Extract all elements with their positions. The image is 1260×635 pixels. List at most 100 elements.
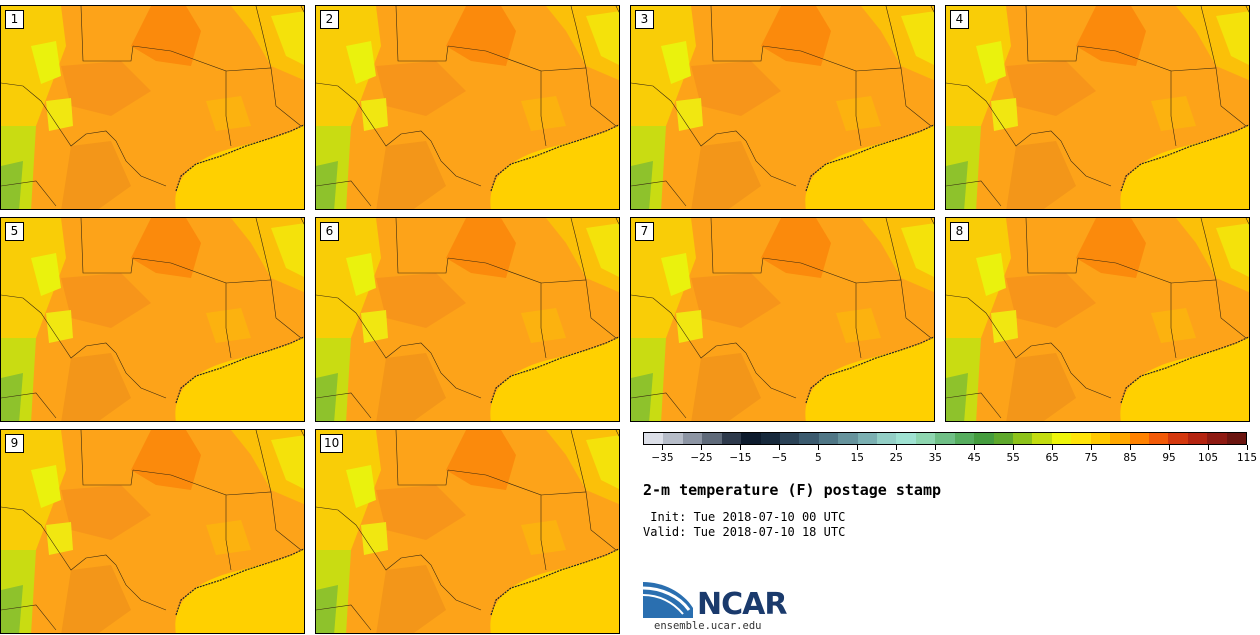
colorbar-swatch <box>663 433 683 444</box>
postage-stamp-map: 9 <box>0 429 305 634</box>
colorbar-swatch <box>1013 433 1033 444</box>
member-number-label: 4 <box>950 10 969 29</box>
colorbar-swatch <box>682 433 703 444</box>
colorbar-tick <box>818 445 820 450</box>
colorbar-tick <box>1169 445 1171 450</box>
colorbar-swatch <box>877 433 897 444</box>
colorbar-swatch <box>702 433 722 444</box>
colorbar-tick <box>1091 445 1093 450</box>
colorbar-tick <box>857 445 859 450</box>
colorbar-tick <box>701 445 703 450</box>
colorbar-tick-label: 95 <box>1162 452 1176 464</box>
ncar-logo-text: NCAR <box>697 587 787 622</box>
colorbar-swatch <box>1129 433 1149 444</box>
member-number-label: 8 <box>950 222 969 241</box>
colorbar-tick-label: 15 <box>850 452 864 464</box>
member-number-label: 7 <box>635 222 654 241</box>
member-number-label: 1 <box>5 10 24 29</box>
colorbar-swatch <box>1051 433 1072 444</box>
postage-stamp-map: 7 <box>630 217 935 422</box>
figure-title: 2-m temperature (F) postage stamp <box>643 481 942 499</box>
temperature-map <box>946 6 1249 209</box>
colorbar-swatch <box>1090 433 1111 444</box>
temperature-map <box>631 6 934 209</box>
colorbar-swatch <box>1148 433 1169 444</box>
member-number-label: 6 <box>320 222 339 241</box>
colorbar-tick <box>662 445 664 450</box>
temperature-map <box>1 6 304 209</box>
temperature-map <box>946 218 1249 421</box>
temperature-map <box>1 218 304 421</box>
colorbar-swatch <box>993 433 1014 444</box>
colorbar-tick-label: −35 <box>651 452 674 464</box>
temperature-map <box>631 218 934 421</box>
postage-stamp-map: 2 <box>315 5 620 210</box>
colorbar-tick <box>1052 445 1054 450</box>
member-number-label: 5 <box>5 222 24 241</box>
postage-stamp-map: 4 <box>945 5 1250 210</box>
colorbar-tick-label: 85 <box>1123 452 1137 464</box>
colorbar-swatch <box>1168 433 1188 444</box>
colorbar-swatch <box>838 433 858 444</box>
colorbar-tick <box>1247 445 1248 450</box>
member-number-label: 10 <box>320 434 344 453</box>
member-number-label: 9 <box>5 434 24 453</box>
colorbar-swatch <box>1110 433 1130 444</box>
colorbar-swatch <box>721 433 742 444</box>
colorbar-tick <box>779 445 781 450</box>
member-number-label: 2 <box>320 10 339 29</box>
colorbar-tick-label: −5 <box>771 452 788 464</box>
colorbar-tick <box>1130 445 1132 450</box>
colorbar-tick <box>740 445 742 450</box>
colorbar-swatch <box>857 433 878 444</box>
colorbar-swatch <box>1187 433 1208 444</box>
postage-stamp-map: 3 <box>630 5 935 210</box>
postage-stamp-map: 1 <box>0 5 305 210</box>
colorbar-tick <box>974 445 976 450</box>
colorbar-ticks: −35 −25 −15 −5 5 15 25 35 45 55 65 75 85 95 105 115 <box>643 445 1257 465</box>
colorbar-swatch <box>741 433 761 444</box>
colorbar-swatch <box>818 433 839 444</box>
temperature-colorbar <box>643 432 1247 445</box>
colorbar-tick-label: 75 <box>1084 452 1098 464</box>
colorbar-tick <box>896 445 898 450</box>
colorbar-swatch <box>779 433 800 444</box>
colorbar-tick-label: 65 <box>1045 452 1059 464</box>
colorbar-tick-label: 105 <box>1198 452 1219 464</box>
colorbar-tick-label: 55 <box>1006 452 1020 464</box>
temperature-map <box>316 218 619 421</box>
colorbar-tick-label: 115 <box>1236 452 1258 464</box>
colorbar-swatch <box>1071 433 1091 444</box>
colorbar-tick <box>1013 445 1015 450</box>
ensemble-url: ensemble.ucar.edu <box>654 620 762 632</box>
colorbar-tick <box>1208 445 1210 450</box>
temperature-map <box>316 6 619 209</box>
temperature-map <box>316 430 619 633</box>
postage-stamp-map: 5 <box>0 217 305 422</box>
member-number-label: 3 <box>635 10 654 29</box>
colorbar-tick-label: −25 <box>690 452 713 464</box>
colorbar-swatch <box>954 433 975 444</box>
colorbar-tick-label: 5 <box>815 452 822 464</box>
colorbar-tick-label: 25 <box>889 452 903 464</box>
colorbar-tick-label: −15 <box>729 452 752 464</box>
valid-time: Valid: Tue 2018-07-10 18 UTC <box>643 525 846 539</box>
temperature-map <box>1 430 304 633</box>
colorbar-tick <box>935 445 937 450</box>
init-time: Init: Tue 2018-07-10 00 UTC <box>643 510 846 524</box>
postage-stamp-map: 10 <box>315 429 620 634</box>
colorbar-swatch <box>799 433 819 444</box>
colorbar-swatch <box>1207 433 1227 444</box>
colorbar-swatch <box>896 433 916 444</box>
colorbar-tick-label: 35 <box>928 452 942 464</box>
postage-stamp-map: 8 <box>945 217 1250 422</box>
colorbar-swatch <box>644 433 664 444</box>
colorbar-swatch <box>935 433 955 444</box>
colorbar-swatch <box>974 433 994 444</box>
colorbar-swatch <box>1226 433 1247 444</box>
postage-stamp-map: 6 <box>315 217 620 422</box>
colorbar-swatch <box>760 433 780 444</box>
colorbar-swatch <box>1032 433 1052 444</box>
colorbar-tick-label: 45 <box>967 452 981 464</box>
ncar-logo-icon <box>643 582 693 618</box>
